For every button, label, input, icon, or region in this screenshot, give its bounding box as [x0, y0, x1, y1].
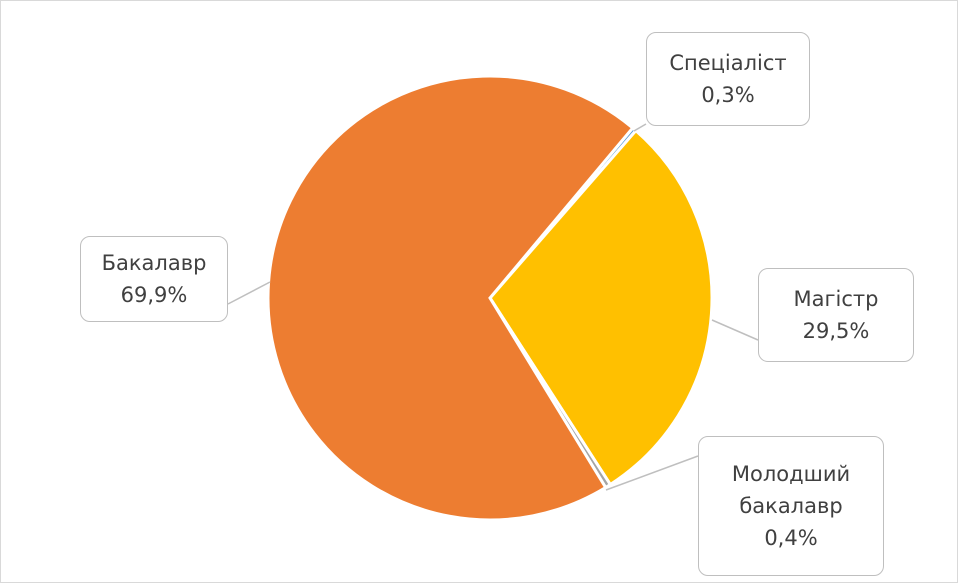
category-label: Магістр — [793, 287, 879, 311]
category-label: Спеціаліст — [669, 51, 787, 75]
category-label: Бакалавр — [101, 251, 207, 275]
value-label: 0,3% — [701, 83, 755, 107]
leader-line — [227, 281, 271, 305]
value-label: 0,4% — [764, 526, 818, 550]
leader-line — [633, 123, 647, 132]
leader-line — [605, 455, 699, 491]
value-label: 69,9% — [120, 283, 188, 307]
value-label: 29,5% — [802, 319, 870, 343]
pie-slice — [488, 128, 714, 487]
data-label-callout: Молодший бакалавр 0,4% — [698, 436, 884, 576]
category-label: Молодший бакалавр — [731, 462, 851, 518]
leader-line — [711, 319, 759, 341]
pie-slice — [266, 74, 635, 522]
data-label-callout: Спеціаліст 0,3% — [646, 32, 810, 126]
data-label-callout: Бакалавр 69,9% — [80, 236, 228, 322]
data-label-callout: Магістр 29,5% — [758, 268, 914, 362]
